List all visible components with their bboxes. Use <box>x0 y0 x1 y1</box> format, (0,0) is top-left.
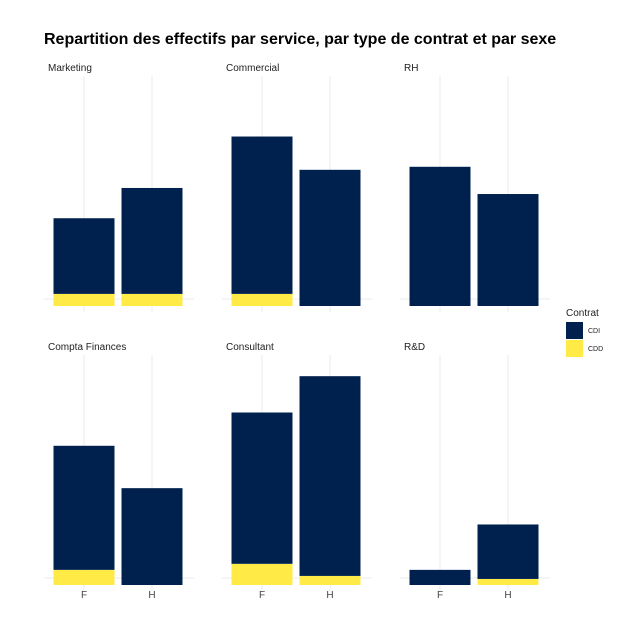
panel-title: Consultant <box>226 342 274 353</box>
panel-r-d: R&D F H <box>400 342 550 601</box>
panel-title: RH <box>404 63 418 74</box>
bar-rh-h-cdi <box>477 194 539 306</box>
chart-title: Repartition des effectifs par service, p… <box>44 31 556 48</box>
bar-consultant-h-cdd <box>299 575 361 585</box>
panel-rh: RH <box>400 63 550 312</box>
panel-title: Compta Finances <box>48 342 126 353</box>
x-tick-label: F <box>81 590 87 601</box>
bar-rh-f-cdi <box>409 166 471 306</box>
bar-marketing-f-cdd <box>53 293 115 306</box>
bar-marketing-h-cdd <box>121 293 183 306</box>
bar-marketing-h-cdi <box>121 187 183 294</box>
x-tick-label: H <box>326 590 333 601</box>
bar-compta-finances-h-cdi <box>121 488 183 585</box>
bar-r-d-h-cdi <box>477 524 539 579</box>
legend: Contrat CDI CDD <box>566 308 603 357</box>
panel-consultant: Consultant F H <box>222 342 372 601</box>
bar-compta-finances-f-cdd <box>53 569 115 585</box>
bar-r-d-h-cdd <box>477 578 539 585</box>
panel-title: R&D <box>404 342 425 353</box>
panel-marketing: Marketing <box>44 63 194 312</box>
bar-consultant-f-cdi <box>231 412 293 564</box>
panel-title: Commercial <box>226 63 279 74</box>
panel-compta-finances: Compta Finances F H <box>44 342 194 601</box>
x-tick-label: F <box>437 590 443 601</box>
bar-compta-finances-f-cdi <box>53 445 115 570</box>
legend-label-cdi: CDI <box>588 328 600 335</box>
panel-commercial: Commercial <box>222 63 372 312</box>
x-tick-label: H <box>504 590 511 601</box>
legend-label-cdd: CDD <box>588 346 603 353</box>
x-tick-label: F <box>259 590 265 601</box>
x-tick-label: H <box>148 590 155 601</box>
bar-marketing-f-cdi <box>53 218 115 294</box>
panel-title: Marketing <box>48 63 92 74</box>
bar-commercial-f-cdd <box>231 293 293 306</box>
bar-consultant-f-cdd <box>231 563 293 585</box>
bar-consultant-h-cdi <box>299 376 361 576</box>
bar-commercial-h-cdi <box>299 169 361 306</box>
legend-key-cdd <box>566 340 583 357</box>
bar-commercial-f-cdi <box>231 136 293 294</box>
legend-key-cdi <box>566 322 583 339</box>
legend-title: Contrat <box>566 308 599 319</box>
bar-r-d-f-cdi <box>409 569 471 585</box>
